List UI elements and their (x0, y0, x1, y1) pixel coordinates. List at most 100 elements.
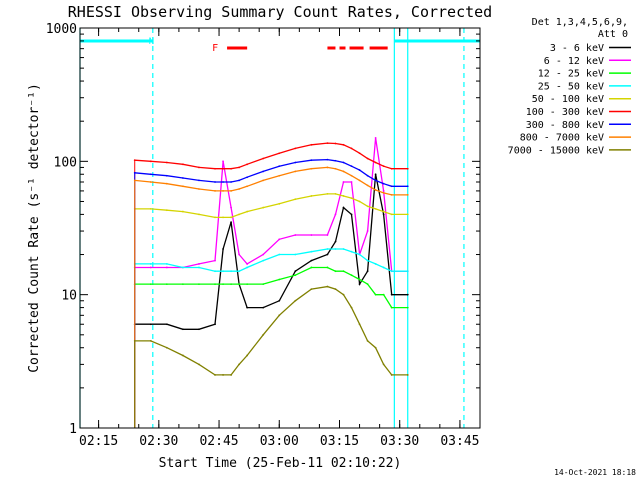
legend-label: 300 - 800 keV (526, 120, 604, 131)
data-point (246, 283, 249, 286)
data-point (350, 306, 353, 309)
data-point (326, 248, 329, 250)
data-point (374, 173, 377, 176)
data-point (326, 192, 329, 195)
data-point (358, 179, 361, 182)
data-point (294, 270, 297, 273)
data-point (382, 266, 385, 269)
data-point (182, 266, 184, 269)
data-point (246, 354, 249, 357)
data-point (366, 340, 369, 342)
data-point (198, 363, 200, 366)
data-point (382, 363, 385, 366)
y-tick-label: 1 (69, 422, 77, 437)
y-tick-label: 10 (61, 289, 77, 304)
data-point (294, 234, 297, 236)
data-point (149, 323, 152, 326)
data-point (278, 238, 281, 241)
plot-frame (79, 27, 481, 429)
data-point (310, 159, 313, 162)
data-point (238, 283, 241, 286)
data-point (350, 147, 353, 150)
data-point (262, 170, 265, 173)
legend: Det 1,3,4,5,6,9,Att 0 3 - 6 keV 6 - 12 keV… (508, 17, 631, 156)
data-point (198, 188, 200, 190)
data-point (238, 188, 241, 190)
x-tick-label: 02:15 (79, 434, 118, 449)
data-point (366, 283, 369, 286)
date-stamp: 14-Oct-2021 18:18 (554, 468, 636, 477)
data-point (326, 234, 329, 236)
data-point (278, 314, 281, 317)
data-point (238, 253, 241, 256)
data-point (165, 182, 168, 185)
data-point (278, 278, 281, 281)
data-point (214, 323, 216, 326)
series-line (134, 193, 408, 219)
data-point (382, 293, 385, 296)
x-tick-label: 02:30 (139, 434, 178, 449)
data-point (230, 181, 232, 183)
data-point (342, 270, 345, 273)
data-point (334, 159, 337, 162)
data-point (149, 340, 152, 342)
data-point (350, 181, 353, 183)
data-point (366, 259, 369, 262)
data-point (246, 263, 249, 265)
data-point (366, 270, 369, 273)
data-point (382, 191, 385, 194)
data-point (278, 152, 281, 155)
data-point (149, 263, 152, 265)
data-point (262, 306, 265, 309)
data-point (406, 306, 409, 309)
data-point (382, 165, 385, 168)
data-point (342, 248, 345, 250)
data-point (350, 165, 353, 168)
data-point (334, 240, 337, 243)
data-point (342, 195, 345, 197)
plot-marks: NF (79, 28, 480, 428)
data-point (366, 157, 369, 160)
data-point (358, 278, 361, 281)
data-point (214, 216, 216, 219)
data-point (374, 136, 377, 139)
data-point (350, 213, 353, 216)
data-point (165, 266, 168, 269)
data-point (390, 185, 393, 188)
data-point (246, 210, 249, 213)
series-line (134, 266, 408, 309)
x-tick-label: 03:30 (380, 434, 419, 449)
data-point (222, 181, 224, 183)
data-point (133, 179, 136, 182)
data-point (326, 253, 329, 256)
data-point (358, 200, 361, 203)
data-point (334, 270, 337, 273)
data-point (262, 157, 265, 160)
legend-header: Att 0 (598, 29, 628, 40)
data-point (294, 147, 297, 150)
data-point (238, 166, 241, 169)
legend-label: 800 - 7000 keV (520, 133, 604, 144)
data-point (182, 177, 184, 179)
data-point (165, 283, 168, 286)
data-point (198, 328, 200, 331)
data-point (238, 363, 241, 366)
data-point (149, 207, 152, 210)
data-point (214, 283, 216, 286)
data-point (390, 213, 393, 216)
legend-label: 6 - 12 keV (544, 56, 604, 67)
data-point (262, 179, 265, 182)
data-point (334, 167, 337, 170)
data-point (230, 374, 232, 376)
legend-label: 3 - 6 keV (550, 43, 604, 54)
data-point (374, 346, 377, 349)
x-axis-label: Start Time (25-Feb-11 02:10:22) (159, 456, 402, 471)
data-point (238, 270, 241, 273)
data-point (262, 259, 265, 262)
data-point (342, 181, 345, 183)
data-point (310, 259, 313, 262)
data-point (406, 213, 409, 216)
data-point (294, 170, 297, 173)
data-point (230, 190, 232, 192)
flare-flag-label: F (212, 43, 218, 54)
